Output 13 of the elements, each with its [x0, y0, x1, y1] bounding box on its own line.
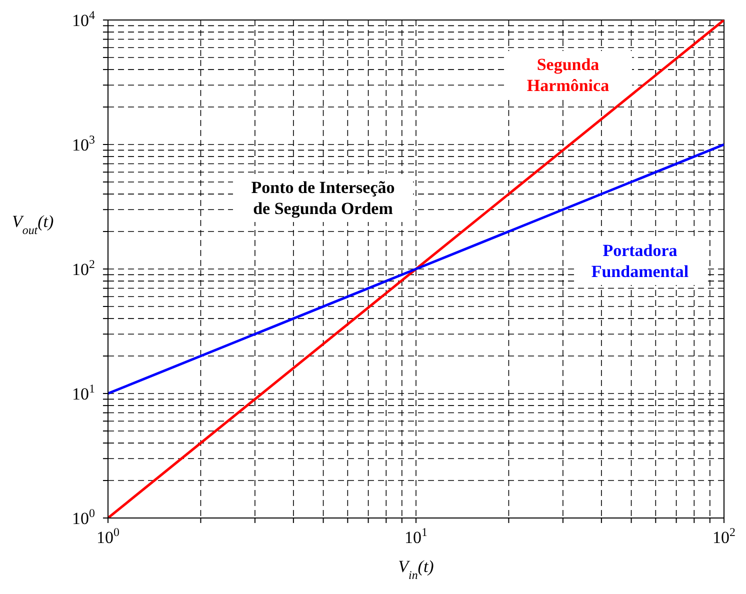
y-tick-label: 10$^{2}$: [72, 257, 96, 279]
annotation: Ponto de Interseção de Segunda Ordem: [251, 178, 395, 218]
y-tick-label: 10$^{4}$: [72, 8, 96, 30]
x-axis-title: V$_{in}$(t): [398, 557, 434, 582]
text: Portadora Fundamental: [591, 241, 689, 281]
y-axis-title: V$_{out}$(t): [12, 212, 54, 237]
y-tick-label: 10$^{1}$: [72, 382, 96, 404]
y-tick-label: 10$^{0}$: [72, 506, 96, 528]
x-tick-label: 10$^{2}$: [712, 525, 736, 547]
x-tick-label: 10$^{1}$: [404, 525, 428, 547]
series-label: Segunda Harmônica: [526, 55, 610, 95]
y-tick-label: 10$^{3}$: [72, 132, 96, 154]
x-tick-label: 10$^{0}$: [96, 525, 120, 547]
